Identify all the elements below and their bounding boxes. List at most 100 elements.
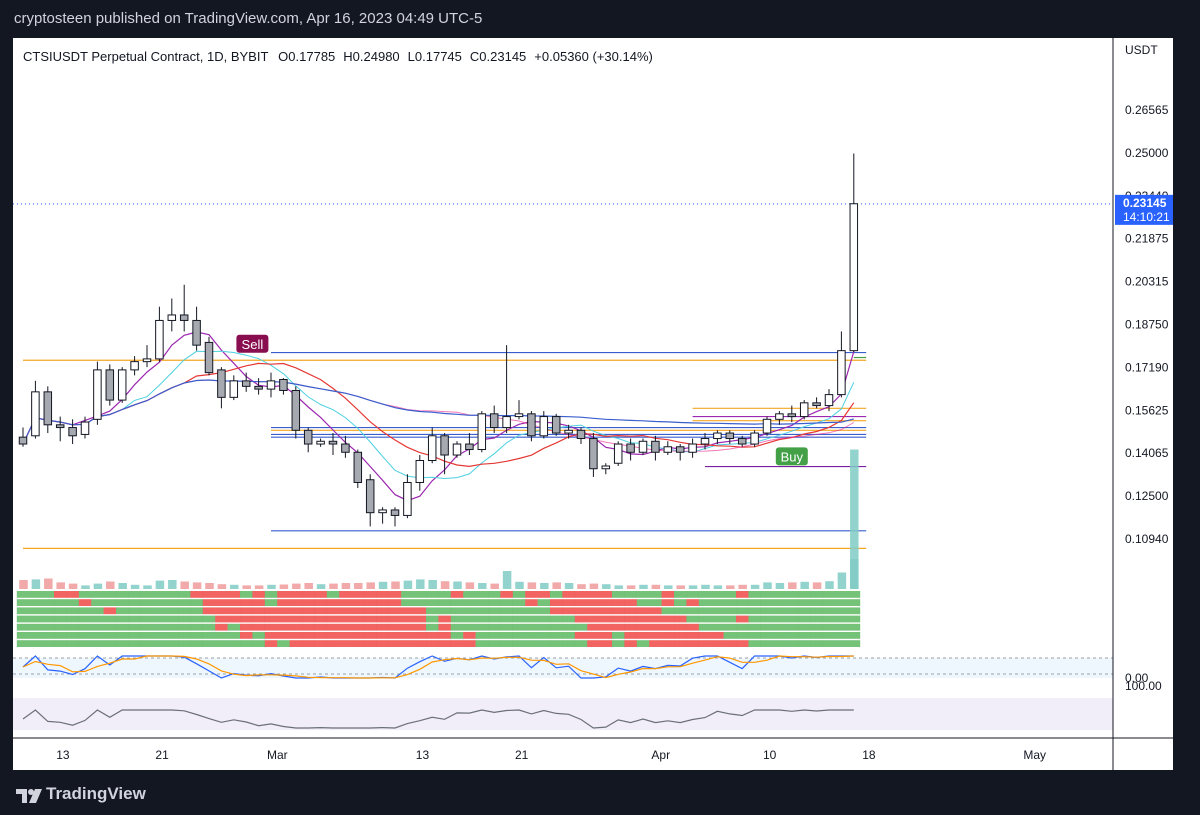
trend-heat-cell [202,607,216,615]
footer-bar: TradingView [0,776,1200,815]
trend-heat-cell [587,623,600,631]
trend-heat-cell [413,632,427,639]
volume-bar [428,580,437,589]
volume-bar [713,585,723,589]
trend-heat-cell [326,632,340,639]
candle-body [762,418,772,434]
x-tick-label: 10 [763,748,777,762]
trend-heat-cell [438,607,451,615]
trend-heat-cell [41,607,55,615]
trend-heat-cell [29,640,42,647]
candle-body [378,509,387,514]
trend-heat-cell [202,623,216,631]
trend-heat-cell [785,632,799,639]
volume-bar [254,585,264,589]
candle-body [601,465,611,470]
volume-bar [155,580,165,589]
trend-heat-cell [748,591,761,598]
trend-heat-cell [810,591,823,598]
trend-heat-cell [116,640,129,647]
candle-body [465,443,474,451]
trend-heat-cell [661,615,675,623]
trend-heat-cell [302,599,315,606]
trend-heat-cell [252,623,265,631]
trend-heat-cell [252,599,265,606]
trend-heat-cell [612,607,625,615]
candle-body [266,380,276,390]
trend-heat-cell [587,615,600,623]
trend-heat-cell [438,623,451,631]
trend-heat-cell [822,623,836,631]
trend-heat-cell [723,640,737,647]
trend-heat-cell [401,632,414,639]
volume-bar [304,583,313,589]
trend-heat-cell [128,640,141,647]
trend-heat-cell [364,640,377,647]
y-tick-label: 0.17190 [1125,360,1169,374]
volume-bar [664,585,673,589]
last-price-tag [1115,194,1173,225]
trend-heat-cell [525,607,538,615]
trend-heat-cell [178,640,191,647]
trend-heat-cell [16,615,30,623]
trend-heat-cell [599,591,613,598]
trend-heat-cell [698,615,712,623]
trend-heat-cell [240,599,253,606]
oscillator-zero-label: 0.00 [1125,671,1149,685]
candle-body [638,440,648,453]
volume-bar [825,581,834,589]
trend-heat-cell [475,615,489,623]
trend-heat-cell [488,623,501,631]
trend-heat-cell [54,591,67,598]
trend-heat-cell [661,640,675,647]
trend-heat-cell [810,607,823,615]
publisher-header: cryptosteen published on TradingView.com… [0,0,1200,38]
trend-heat-cell [240,615,253,623]
trend-heat-cell [66,623,79,631]
candle-body [341,443,350,453]
trend-heat-cell [698,607,712,615]
candle-body [849,203,859,352]
trend-heat-cell [103,640,117,647]
trend-heat-cell [612,591,625,598]
trend-heat-cell [41,623,55,631]
trend-heat-cell [525,640,538,647]
trend-heat-cell [550,607,563,615]
trend-heat-cell [413,640,427,647]
volume-bar [614,585,623,589]
trend-heat-cell [227,591,241,598]
trend-heat-cell [227,632,241,639]
trend-heat-cell [574,632,588,639]
volume-bar [602,584,611,589]
trend-heat-cell [636,623,650,631]
trend-heat-cell [512,599,526,606]
candle-body [303,429,313,445]
volume-bar [589,583,599,589]
trend-heat-cell [438,599,451,606]
trend-heat-cell [463,615,476,623]
trend-heat-cell [289,599,303,606]
trend-heat-cell [500,591,513,598]
trend-heat-cell [153,591,166,598]
trend-heat-cell [178,599,191,606]
candle-body [589,438,598,470]
trend-heat-cell [500,632,513,639]
trend-heat-cell [488,591,501,598]
trend-heat-cell [66,599,79,606]
legend-close: C0.23145 [470,49,526,64]
trend-heat-cell [140,591,154,598]
trend-heat-cell [723,591,737,598]
trend-heat-cell [140,640,154,647]
trend-heat-cell [674,607,687,615]
trend-heat-cell [165,640,179,647]
trend-heat-cell [785,607,799,615]
trend-heat-cell [364,607,377,615]
candle-body [142,358,152,363]
x-tick-label: 21 [515,748,529,762]
volume-bar [775,583,785,589]
trend-heat-cell [376,632,389,639]
volume-bar [19,580,28,589]
volume-bar [490,583,499,589]
